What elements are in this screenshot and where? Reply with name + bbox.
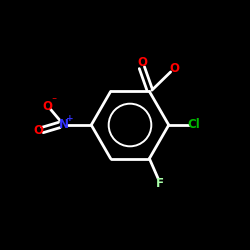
Text: Cl: Cl — [188, 118, 200, 132]
Text: O: O — [170, 62, 179, 76]
Text: ⁻: ⁻ — [52, 96, 57, 106]
Text: O: O — [137, 56, 147, 69]
Text: F: F — [156, 177, 164, 190]
Text: +: + — [66, 114, 74, 123]
Text: O: O — [34, 124, 44, 136]
Text: N: N — [59, 118, 69, 132]
Text: O: O — [42, 100, 52, 113]
